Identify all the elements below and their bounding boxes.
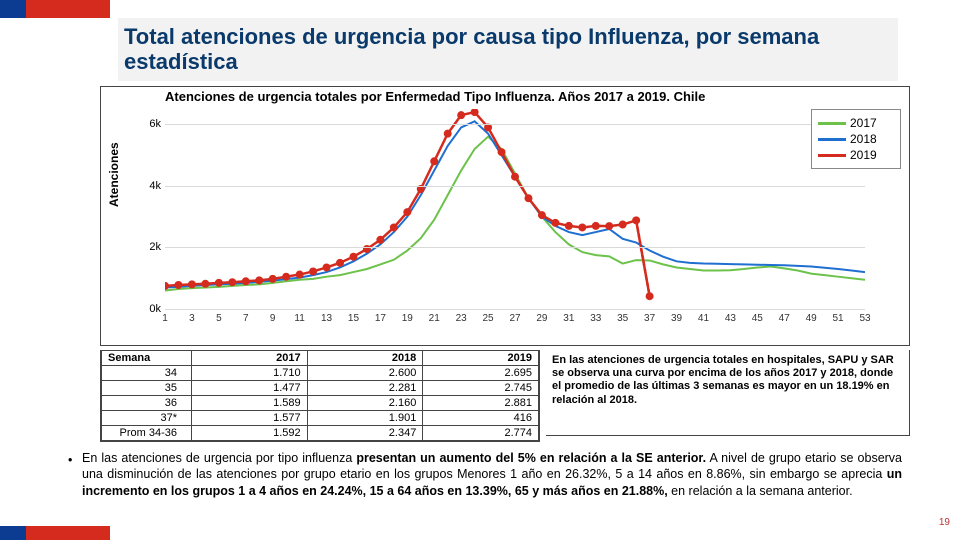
table-header-row: Semana201720182019 [102,351,539,366]
page-number: 19 [939,517,950,528]
observation-note: En las atenciones de urgencia totales en… [546,350,910,436]
chart-container: Atenciones de urgencia totales por Enfer… [100,86,910,346]
bottom-stripe [0,526,110,540]
y-axis-label: Atenciones [107,142,121,207]
chart-svg [165,109,865,309]
bullet-icon: • [68,452,72,468]
chart-title: Atenciones de urgencia totales por Enfer… [165,89,705,104]
top-stripe [0,0,110,18]
bullet-text: En las atenciones de urgencia por tipo i… [82,451,902,498]
x-axis: 1357911131517192123252729313335373941434… [165,309,865,329]
data-table: Semana201720182019341.7102.6002.695351.4… [100,350,540,442]
page-title: Total atenciones de urgencia por causa t… [118,18,898,81]
legend: 201720182019 [811,109,901,169]
bullet-paragraph: • En las atenciones de urgencia por tipo… [82,450,902,499]
plot-area: 0k2k4k6k [165,109,865,309]
